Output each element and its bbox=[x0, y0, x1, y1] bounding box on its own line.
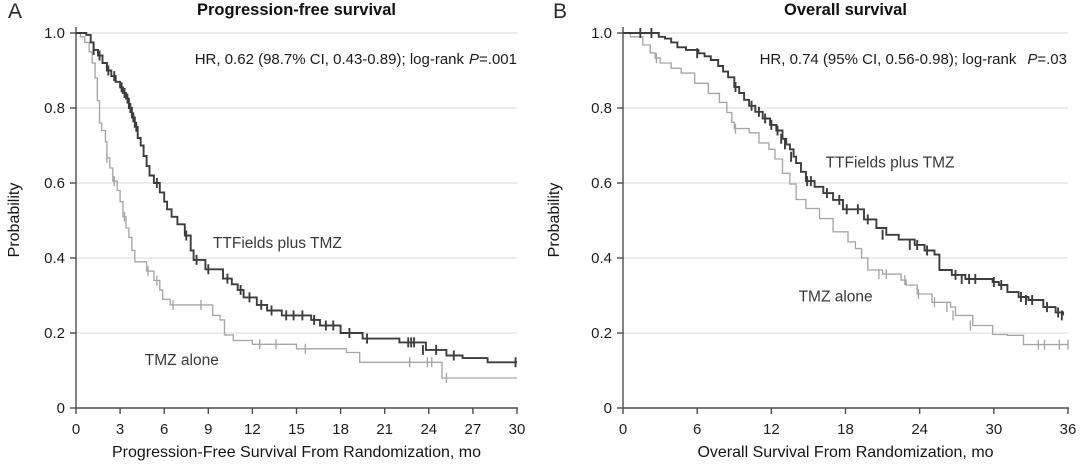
km-curve-ttfields-plus-tmz bbox=[623, 32, 1065, 316]
panel-b-overall-survival: 0 0.2 0.4 0.6 0.8 1.0 0 6 12 18 24 30 36 TMZ alone TTF… bbox=[540, 0, 1080, 472]
y-tick-label: 0 bbox=[57, 400, 65, 417]
y-tick-label: 0.8 bbox=[44, 100, 65, 117]
panel-b-y-axis-title: Probability bbox=[546, 182, 563, 258]
panel-b-p-symbol: P bbox=[1027, 51, 1038, 68]
y-tick-label: 0.4 bbox=[591, 250, 612, 267]
x-tick-label: 30 bbox=[509, 421, 526, 438]
panel-b-x-axis-title: Overall Survival From Randomization, mo bbox=[697, 444, 994, 461]
km-curve-tmz-alone bbox=[76, 32, 517, 379]
y-tick-label: 0.4 bbox=[44, 250, 65, 267]
x-tick-label: 12 bbox=[244, 421, 261, 438]
panel-b-km-plot: 0 0.2 0.4 0.6 0.8 1.0 0 6 12 18 24 30 36 TMZ alone TTF… bbox=[591, 25, 1077, 438]
x-tick-label: 30 bbox=[985, 421, 1002, 438]
panel-b-hr-text: HR, 0.74 (95% CI, 0.56-0.98); log-rank bbox=[759, 51, 1017, 68]
panel-b-hr-annotation: HR, 0.74 (95% CI, 0.56-0.98); log-rank P=… bbox=[760, 51, 1067, 68]
panel-a-km-plot: 0 0.2 0.4 0.6 0.8 1.0 0 3 6 9 12 15 18 21 24 27 30 TMZ al… bbox=[44, 25, 526, 438]
x-tick-label: 6 bbox=[160, 421, 168, 438]
panel-a-p-value: =.001 bbox=[479, 51, 517, 68]
x-tick-label: 9 bbox=[204, 421, 212, 438]
x-tick-label: 15 bbox=[288, 421, 305, 438]
x-tick-label: 21 bbox=[376, 421, 393, 438]
x-tick-label: 36 bbox=[1060, 421, 1077, 438]
panel-b-p-value: =.03 bbox=[1037, 51, 1067, 68]
panel-letter-a: A bbox=[8, 0, 23, 23]
x-tick-label: 6 bbox=[693, 421, 701, 438]
y-tick-label: 0.8 bbox=[591, 100, 612, 117]
y-tick-label: 1.0 bbox=[44, 25, 65, 42]
y-tick-label: 1.0 bbox=[591, 25, 612, 42]
x-tick-label: 24 bbox=[420, 421, 437, 438]
panel-a-p-symbol: P bbox=[469, 51, 480, 68]
y-tick-label: 0 bbox=[604, 400, 612, 417]
x-tick-label: 24 bbox=[911, 421, 928, 438]
panel-letter-b: B bbox=[553, 0, 568, 23]
x-tick-label: 0 bbox=[72, 421, 80, 438]
x-tick-label: 27 bbox=[465, 421, 482, 438]
panel-a-y-axis-title: Probability bbox=[6, 182, 23, 258]
y-tick-label: 0.6 bbox=[44, 175, 65, 192]
x-tick-label: 18 bbox=[332, 421, 349, 438]
curve-label-tmz-alone: TMZ alone bbox=[145, 352, 219, 369]
y-tick-label: 0.2 bbox=[44, 325, 65, 342]
curve-label-ttfields-plus-tmz: TTFields plus TMZ bbox=[826, 154, 955, 171]
panel-a-title: Progression-free survival bbox=[197, 1, 396, 19]
x-tick-label: 12 bbox=[763, 421, 780, 438]
y-tick-label: 0.6 bbox=[591, 175, 612, 192]
x-tick-label: 3 bbox=[116, 421, 124, 438]
panel-b-title: Overall survival bbox=[784, 1, 907, 19]
curve-label-tmz-alone: TMZ alone bbox=[799, 288, 873, 305]
x-tick-label: 0 bbox=[619, 421, 627, 438]
panel-a-progression-free-survival: 0 0.2 0.4 0.6 0.8 1.0 0 3 6 9 12 15 18 21 24 27 30 TMZ al… bbox=[6, 0, 526, 461]
x-tick-label: 18 bbox=[837, 421, 854, 438]
curve-label-ttfields-plus-tmz: TTFields plus TMZ bbox=[213, 235, 342, 252]
km-curve-ttfields-plus-tmz bbox=[76, 32, 517, 364]
y-tick-label: 0.2 bbox=[591, 325, 612, 342]
panel-a-hr-text: HR, 0.62 (98.7% CI, 0.43-0.89); log-rank bbox=[194, 51, 465, 68]
panel-a-hr-annotation: HR, 0.62 (98.7% CI, 0.43-0.89); log-rank… bbox=[195, 51, 517, 68]
panel-a-x-axis-title: Progression-Free Survival From Randomiza… bbox=[111, 444, 481, 461]
